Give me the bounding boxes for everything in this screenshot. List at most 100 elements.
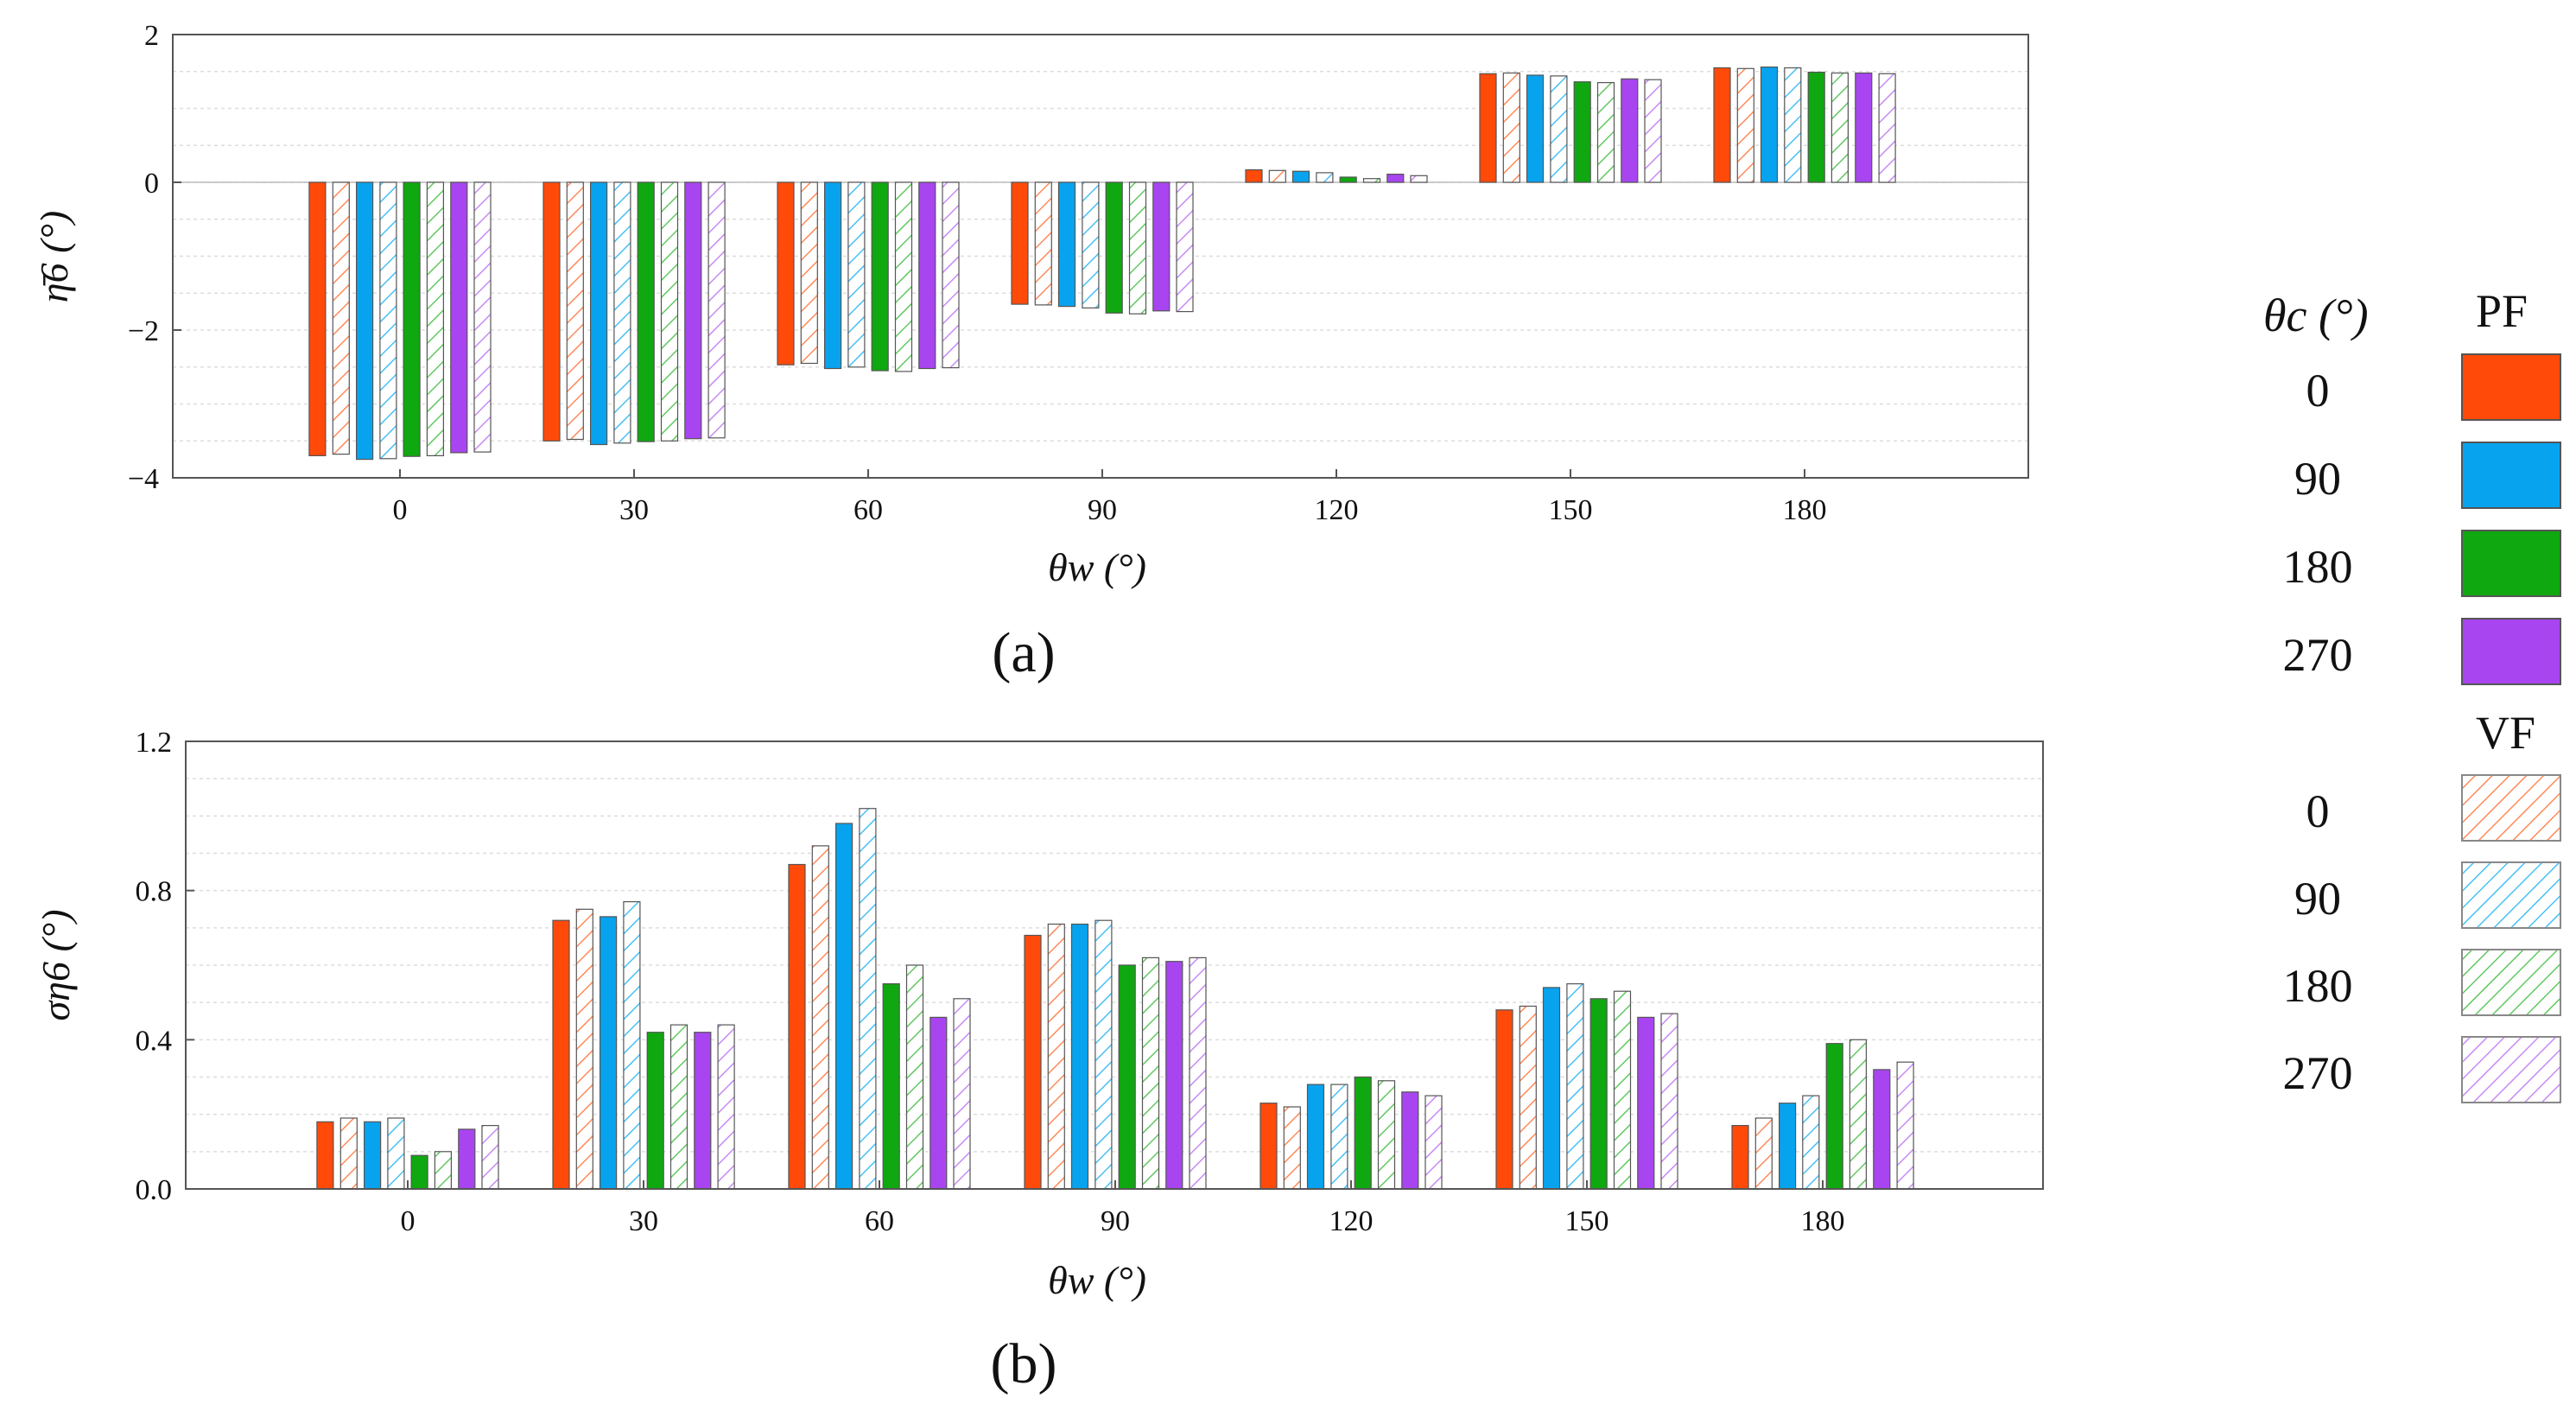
b-x-tick-label: 150 bbox=[1565, 1205, 1609, 1237]
b-bar-pf-theta-90-cat-90 bbox=[1070, 923, 1089, 1190]
b-x-tick-label: 90 bbox=[1101, 1205, 1130, 1237]
legend-vf-label-theta-270: 270 bbox=[2283, 1047, 2353, 1099]
b-bar-pf-theta-90-cat-60 bbox=[834, 823, 853, 1190]
panel-b-gridlines bbox=[186, 778, 2043, 1153]
b-bar-pf-theta-90-cat-0 bbox=[364, 1121, 382, 1190]
a-y-tick-label: −2 bbox=[128, 315, 159, 347]
panel-a-plot-frame bbox=[172, 34, 2029, 479]
a-bar-vf-theta-270-cat-120 bbox=[1410, 175, 1428, 183]
a-bar-vf-theta-0-cat-30 bbox=[566, 181, 584, 441]
a-bar-pf-theta-0-cat-90 bbox=[1011, 181, 1029, 305]
a-bar-vf-theta-270-cat-30 bbox=[707, 181, 726, 439]
panel-b-x-axis-label: θw (°) bbox=[1048, 1258, 1146, 1302]
a-bar-pf-theta-90-cat-90 bbox=[1057, 181, 1076, 308]
legend-pf-label-theta-0: 0 bbox=[2306, 365, 2330, 416]
b-bar-vf-theta-90-cat-150 bbox=[1566, 982, 1584, 1190]
b-x-tick-label: 60 bbox=[865, 1205, 894, 1237]
a-bar-vf-theta-90-cat-150 bbox=[1550, 75, 1568, 183]
a-bar-pf-theta-90-cat-60 bbox=[823, 181, 842, 370]
legend-items: 0 90 180 270 0 90 180 270 bbox=[2283, 353, 2561, 1103]
legend-vf-label-theta-180: 180 bbox=[2283, 960, 2353, 1012]
b-bar-pf-theta-0-cat-30 bbox=[552, 919, 570, 1190]
a-bar-pf-theta-180-cat-30 bbox=[637, 181, 655, 442]
legend-pf-swatch-theta-270 bbox=[2461, 618, 2561, 685]
a-bar-pf-theta-0-cat-30 bbox=[542, 181, 561, 442]
a-bar-vf-theta-0-cat-0 bbox=[332, 181, 350, 455]
a-bar-pf-theta-180-cat-60 bbox=[871, 181, 889, 372]
a-bar-pf-theta-0-cat-60 bbox=[777, 181, 795, 365]
a-bar-pf-theta-90-cat-0 bbox=[356, 181, 374, 461]
a-bar-vf-theta-270-cat-150 bbox=[1644, 79, 1662, 183]
a-bar-pf-theta-270-cat-150 bbox=[1621, 78, 1639, 183]
a-bar-pf-theta-270-cat-30 bbox=[684, 181, 702, 440]
b-bar-vf-theta-180-cat-0 bbox=[434, 1151, 452, 1190]
a-y-tick-label: 0 bbox=[144, 168, 159, 200]
a-bar-vf-theta-180-cat-180 bbox=[1830, 72, 1849, 183]
b-bar-vf-theta-90-cat-30 bbox=[623, 900, 641, 1190]
a-bar-vf-theta-0-cat-60 bbox=[800, 181, 818, 365]
a-x-tick-label: 120 bbox=[1315, 494, 1359, 526]
a-bar-pf-theta-180-cat-120 bbox=[1339, 176, 1357, 183]
b-bar-vf-theta-0-cat-120 bbox=[1283, 1106, 1301, 1190]
b-bar-pf-theta-180-cat-90 bbox=[1118, 964, 1136, 1190]
panel-a-bars bbox=[308, 66, 1896, 461]
a-bar-pf-theta-270-cat-90 bbox=[1152, 181, 1171, 312]
b-bar-vf-theta-90-cat-180 bbox=[1802, 1095, 1820, 1190]
panel-a-label: (a) bbox=[992, 621, 1055, 684]
b-bar-pf-theta-0-cat-60 bbox=[788, 863, 806, 1190]
b-bar-vf-theta-270-cat-180 bbox=[1896, 1061, 1914, 1190]
a-bar-vf-theta-180-cat-0 bbox=[426, 181, 444, 456]
a-bar-vf-theta-180-cat-120 bbox=[1362, 178, 1381, 183]
a-bar-pf-theta-180-cat-180 bbox=[1807, 71, 1825, 183]
a-x-tick-label: 60 bbox=[853, 494, 883, 526]
panel-b-chart: 1.2 0.8 0.4 0.0 0 30 60 90 120 150 180 θw (°) ση6 … bbox=[34, 727, 2044, 1395]
b-bar-vf-theta-90-cat-120 bbox=[1330, 1084, 1348, 1190]
panel-b-label: (b) bbox=[991, 1332, 1057, 1395]
b-bar-pf-theta-270-cat-150 bbox=[1637, 1016, 1655, 1190]
a-bar-pf-theta-180-cat-150 bbox=[1573, 81, 1591, 183]
legend-vf-swatch-theta-90 bbox=[2461, 861, 2561, 929]
a-bar-pf-theta-0-cat-120 bbox=[1245, 168, 1263, 183]
a-bar-vf-theta-180-cat-90 bbox=[1128, 181, 1147, 315]
panel-a-chart: 2 0 −2 −4 0 30 60 90 120 150 180 θw (°) η̄6 (°) (a… bbox=[32, 20, 2029, 684]
b-bar-vf-theta-270-cat-150 bbox=[1660, 1013, 1678, 1190]
b-bar-pf-theta-0-cat-150 bbox=[1495, 1009, 1513, 1190]
a-x-tick-label: 0 bbox=[393, 494, 408, 526]
a-x-tick-label: 30 bbox=[619, 494, 649, 526]
b-x-tick-label: 0 bbox=[401, 1205, 416, 1237]
b-bar-pf-theta-270-cat-120 bbox=[1401, 1091, 1419, 1190]
a-bar-vf-theta-270-cat-60 bbox=[942, 181, 960, 369]
legend-vf-swatch-theta-0 bbox=[2461, 774, 2561, 842]
a-bar-vf-theta-90-cat-30 bbox=[613, 181, 631, 444]
b-bar-vf-theta-270-cat-0 bbox=[481, 1124, 499, 1190]
a-bar-pf-theta-0-cat-150 bbox=[1479, 73, 1497, 183]
a-bar-pf-theta-270-cat-0 bbox=[450, 181, 468, 454]
a-x-tick-label: 90 bbox=[1088, 494, 1117, 526]
b-bar-pf-theta-270-cat-60 bbox=[930, 1016, 948, 1190]
b-bar-pf-theta-0-cat-120 bbox=[1259, 1103, 1278, 1190]
b-bar-vf-theta-0-cat-180 bbox=[1754, 1117, 1773, 1190]
a-bar-pf-theta-270-cat-60 bbox=[918, 181, 936, 370]
b-bar-pf-theta-270-cat-0 bbox=[458, 1128, 476, 1190]
b-bar-pf-theta-90-cat-150 bbox=[1542, 987, 1561, 1190]
panel-a-ticks: 2 0 −2 −4 0 30 60 90 120 150 180 bbox=[128, 20, 1827, 526]
legend-pf-title: PF bbox=[2476, 285, 2528, 337]
legend-vf-swatch-theta-270 bbox=[2461, 1036, 2561, 1103]
b-bar-pf-theta-180-cat-30 bbox=[646, 1032, 664, 1190]
b-x-tick-label: 30 bbox=[629, 1205, 658, 1237]
a-x-tick-label: 180 bbox=[1783, 494, 1827, 526]
b-bar-vf-theta-0-cat-30 bbox=[575, 908, 593, 1190]
b-bar-pf-theta-90-cat-120 bbox=[1306, 1084, 1325, 1190]
b-bar-pf-theta-270-cat-90 bbox=[1165, 961, 1183, 1190]
panel-a-y-axis-label: η̄6 (°) bbox=[32, 211, 76, 302]
b-bar-vf-theta-180-cat-90 bbox=[1141, 957, 1160, 1190]
a-bar-vf-theta-0-cat-150 bbox=[1502, 72, 1520, 183]
b-x-tick-label: 120 bbox=[1329, 1205, 1374, 1237]
b-bar-vf-theta-270-cat-90 bbox=[1189, 957, 1207, 1190]
b-bar-pf-theta-270-cat-180 bbox=[1873, 1069, 1891, 1190]
b-bar-vf-theta-0-cat-60 bbox=[811, 845, 829, 1190]
legend-pf-label-theta-180: 180 bbox=[2283, 541, 2353, 593]
b-bar-vf-theta-90-cat-60 bbox=[859, 808, 877, 1190]
a-bar-pf-theta-90-cat-180 bbox=[1760, 66, 1779, 183]
legend-vf-label-theta-0: 0 bbox=[2306, 785, 2330, 837]
